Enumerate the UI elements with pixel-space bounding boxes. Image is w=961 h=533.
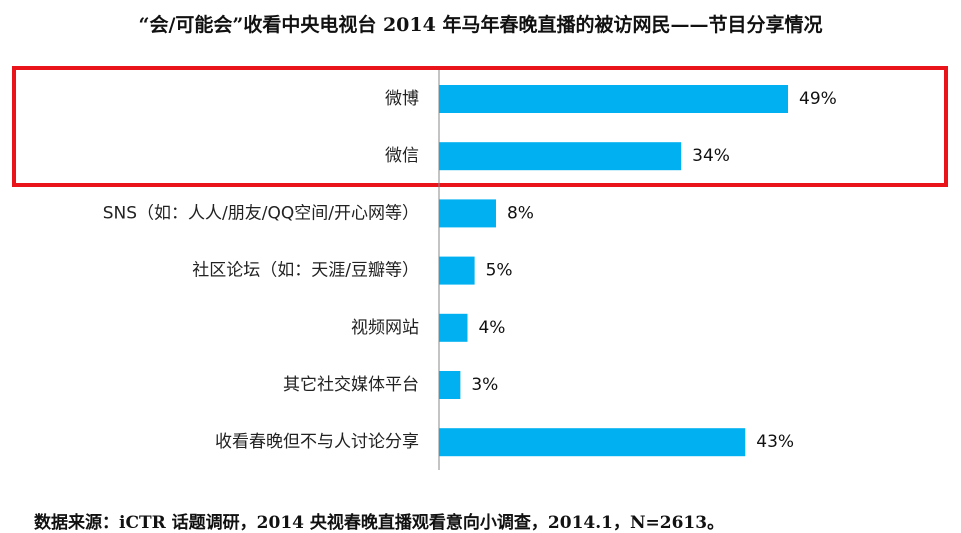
bar-2 (439, 199, 496, 228)
category-label-2: SNS（如：人人/朋友/QQ空间/开心网等） (103, 203, 419, 223)
value-label-3: 5% (486, 261, 513, 281)
category-label-0: 微博 (385, 89, 419, 109)
bar-1 (439, 142, 682, 171)
bar-chart: 微博 49% 微信 34% SNS（如：人人/朋友/QQ空间/开心网等） 8% 社区论坛（如… (12, 66, 948, 470)
bar-4 (439, 313, 468, 342)
category-label-5: 其它社交媒体平台 (283, 375, 419, 395)
value-label-2: 8% (507, 203, 534, 223)
highlight-box (12, 66, 948, 187)
bar-3 (439, 256, 475, 285)
value-label-4: 4% (478, 318, 505, 338)
category-label-1: 微信 (385, 146, 419, 166)
category-label-6: 收看春晚但不与人讨论分享 (215, 432, 419, 452)
category-label-3: 社区论坛（如：天涯/豆瓣等） (192, 261, 419, 281)
bar-0 (439, 85, 788, 113)
value-label-0: 49% (799, 89, 837, 109)
value-label-1: 34% (692, 146, 730, 166)
bar-6 (439, 428, 746, 457)
chart-title: “会/可能会”收看中央电视台 2014 年马年春晚直播的被访网民——节目分享情况 (138, 14, 823, 36)
value-label-6: 43% (756, 432, 794, 452)
value-label-5: 3% (471, 375, 498, 395)
category-label-4: 视频网站 (351, 318, 419, 338)
source-note: 数据来源：iCTR 话题调研，2014 央视春晚直播观看意向小调查，2014.1… (34, 513, 725, 533)
bar-5 (439, 371, 461, 399)
